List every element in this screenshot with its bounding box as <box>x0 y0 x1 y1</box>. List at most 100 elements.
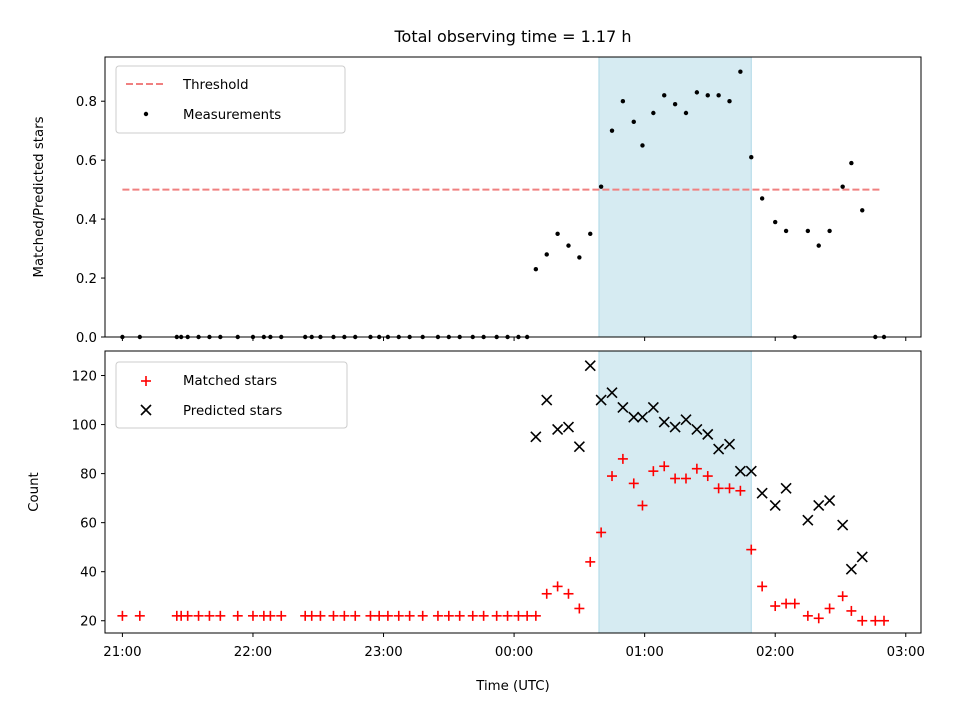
matched-stars-point <box>879 615 890 626</box>
figure-title: Total observing time = 1.17 h <box>393 27 631 46</box>
bottom-y-tick-label: 80 <box>80 468 97 483</box>
matched-stars-point <box>193 610 204 621</box>
matched-stars-point <box>746 544 757 555</box>
measurement-point <box>651 110 656 116</box>
bottom-y-axis-label: Count <box>27 472 42 512</box>
matched-stars-point <box>552 581 563 592</box>
top-y-tick-label: 0.2 <box>76 272 97 287</box>
predicted-stars-point <box>573 441 585 453</box>
top-panel: 0.00.20.40.60.8 Matched/Predicted stars … <box>32 56 922 346</box>
measurement-point <box>577 255 582 260</box>
matched-stars-point <box>247 610 258 621</box>
legend-measurements-label: Measurements <box>183 108 281 123</box>
x-tick-label: 03:00 <box>887 645 925 660</box>
measurement-point <box>672 101 678 107</box>
matched-stars-point <box>680 473 691 484</box>
x-tick-label: 23:00 <box>364 645 402 660</box>
top-y-tick-label: 0.8 <box>76 95 97 110</box>
measurement-point <box>816 243 821 248</box>
matched-stars-point <box>339 610 350 621</box>
matched-stars-point <box>770 601 781 612</box>
matched-stars-point <box>502 610 513 621</box>
matched-stars-point <box>659 461 670 472</box>
predicted-stars-point <box>691 423 703 436</box>
measurement-point <box>840 184 845 189</box>
bottom-y-tick-label: 60 <box>80 517 97 532</box>
matched-stars-point <box>182 610 193 621</box>
x-tick-label: 21:00 <box>103 645 141 660</box>
predicted-stars-point <box>824 495 836 507</box>
predicted-stars-point <box>617 401 629 413</box>
matched-stars-point <box>393 610 404 621</box>
legend-predicted-marker <box>140 404 152 416</box>
matched-stars-point <box>443 610 454 621</box>
measurement-point <box>716 93 721 98</box>
measurement-point <box>849 160 854 166</box>
matched-stars-point <box>328 610 339 621</box>
matched-stars-point <box>306 610 317 621</box>
predicted-stars-point <box>845 563 857 575</box>
matched-stars-point <box>117 610 128 621</box>
bottom-y-tick-label: 100 <box>72 419 97 434</box>
predicted-stars-point <box>813 499 825 512</box>
measurement-point <box>694 90 700 95</box>
matched-stars-point <box>713 483 724 494</box>
measurement-point <box>705 93 710 98</box>
measurement-point <box>783 228 789 234</box>
measurement-point <box>683 110 689 116</box>
measurement-point <box>749 155 754 160</box>
matched-stars-point <box>724 483 735 494</box>
matched-stars-point <box>530 610 541 621</box>
matched-stars-point <box>574 603 585 614</box>
predicted-stars-point <box>837 519 849 531</box>
measurement-point <box>609 128 615 133</box>
predicted-stars-point <box>756 487 768 499</box>
matched-stars-point <box>837 591 848 602</box>
measurement-point <box>860 208 865 213</box>
matched-stars-point <box>432 610 443 621</box>
matched-stars-point <box>824 603 835 614</box>
bottom-y-tick-label: 40 <box>80 566 97 581</box>
predicted-stars-point <box>562 421 575 433</box>
matched-stars-point <box>781 598 792 609</box>
matched-stars-point <box>691 463 702 474</box>
matched-stars-point <box>374 610 385 621</box>
measurement-point <box>588 231 593 237</box>
measurement-point <box>727 99 732 104</box>
matched-stars-point <box>204 610 215 621</box>
matched-stars-point <box>134 610 145 621</box>
matched-stars-point <box>596 527 607 538</box>
predicted-stars-point <box>606 387 618 399</box>
matched-stars-point <box>417 610 428 621</box>
x-tick-label: 02:00 <box>756 645 794 660</box>
matched-stars-point <box>232 610 243 621</box>
top-y-tick-label: 0.4 <box>76 213 97 228</box>
bottom-legend-box <box>115 361 348 429</box>
matched-stars-point <box>467 610 478 621</box>
measurement-point <box>598 184 604 189</box>
measurement-point <box>640 143 645 148</box>
matched-stars-point <box>617 453 628 464</box>
legend-measurements-marker <box>143 111 149 117</box>
matched-stars-point <box>607 471 618 482</box>
predicted-stars-point <box>647 401 659 413</box>
matched-stars-point <box>215 610 226 621</box>
top-y-axis-label: Matched/Predicted stars <box>32 116 47 277</box>
matched-stars-point <box>454 610 465 621</box>
matched-stars-point <box>870 615 881 626</box>
measurement-point <box>533 267 539 272</box>
predicted-stars-point <box>595 394 607 406</box>
matched-stars-point <box>522 610 533 621</box>
predicted-stars-point <box>584 360 596 372</box>
matched-stars-point <box>315 610 326 621</box>
predicted-stars-point <box>780 482 792 494</box>
measurement-point <box>566 243 571 248</box>
matched-stars-point <box>404 610 415 621</box>
matched-stars-point <box>813 613 824 624</box>
measurement-point <box>773 219 778 225</box>
measurement-point <box>759 196 765 201</box>
matched-stars-point <box>276 610 287 621</box>
matched-stars-point <box>735 485 746 496</box>
predicted-stars-point <box>745 465 757 477</box>
bottom-y-tick-label: 120 <box>72 370 97 385</box>
